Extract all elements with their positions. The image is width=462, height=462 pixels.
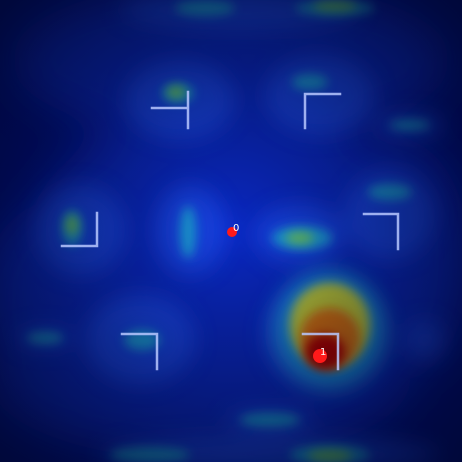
bracket-mid-left (60, 211, 99, 248)
keypoint-0: 0 (227, 223, 239, 237)
bracket-bottom-left (120, 332, 159, 371)
keypoint-1-dot (313, 349, 327, 363)
bracket-mid-right (362, 212, 400, 251)
keypoint-0-dot (227, 227, 237, 237)
bracket-group (60, 90, 400, 371)
bracket-top-left (150, 90, 190, 130)
keypoint-1-label: 1 (320, 347, 326, 358)
keypoint-1: 1 (313, 347, 327, 363)
keypoint-0-label: 0 (233, 223, 239, 234)
bracket-bottom-right (301, 332, 340, 371)
bracket-top-right (303, 92, 342, 130)
